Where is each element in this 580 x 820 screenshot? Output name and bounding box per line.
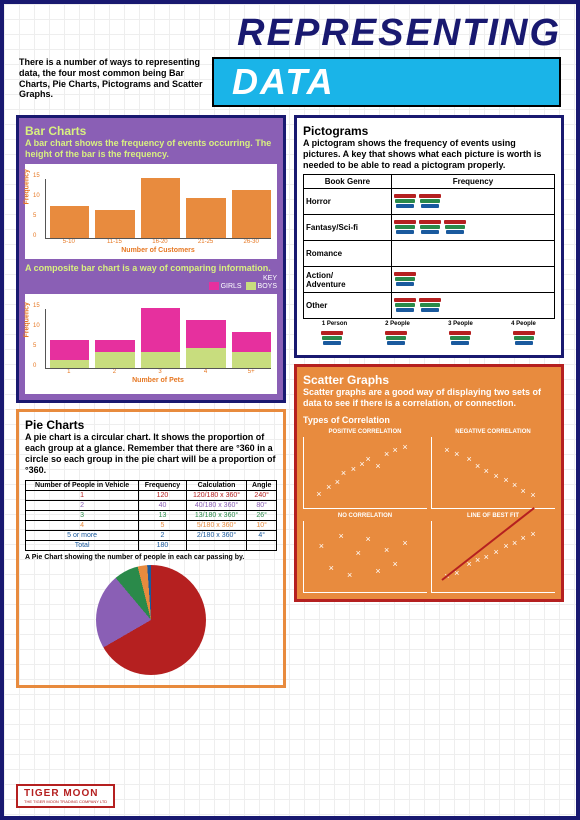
picto-col1: Book Genre <box>304 175 392 189</box>
picto-footer-labels: 1 Person2 People3 People4 People <box>303 319 555 329</box>
main-title-2: DATA <box>232 61 541 103</box>
legend-boys: BOYS <box>258 283 277 290</box>
left-col: Bar Charts A bar chart shows the frequen… <box>16 115 286 688</box>
pie-table: Number of People in VehicleFrequencyCalc… <box>25 480 277 551</box>
bar-chart-2: Frequency 051015 12345+ Number of Pets <box>25 294 277 394</box>
header-row2: There is a number of ways to representin… <box>4 57 576 115</box>
chart2-bars <box>45 309 271 369</box>
bar-charts-panel: Bar Charts A bar chart shows the frequen… <box>16 115 286 403</box>
logo-sub: THE TIGER MOON TRADING COMPANY LTD <box>24 799 107 804</box>
pie-caption: A Pie Chart showing the number of people… <box>25 554 277 561</box>
chart1-xticks: 5-1011-1516-2021-2526-30 <box>45 239 271 245</box>
scatter-grid: POSITIVE CORRELATION×××××××××××NEGATIVE … <box>303 429 555 593</box>
scatter-desc: Scatter graphs are a good way of display… <box>303 387 555 409</box>
chart2-ylabel: Frequency <box>24 302 31 337</box>
picto-col2: Frequency <box>391 175 554 189</box>
pictograms-panel: Pictograms A pictogram shows the frequen… <box>294 115 564 358</box>
picto-footer-images <box>303 329 555 349</box>
picto-tbody: HorrorFantasy/Sci-fiRomanceAction/Advent… <box>304 189 555 319</box>
pie-title: Pie Charts <box>25 418 277 432</box>
scatter-sub: Types of Correlation <box>303 415 555 425</box>
chart1-xlabel: Number of Customers <box>45 247 271 254</box>
main-title-1: REPRESENTING <box>19 12 561 55</box>
header: REPRESENTING <box>4 4 576 57</box>
bar-desc2: A composite bar chart is a way of compar… <box>25 263 277 274</box>
intro-text: There is a number of ways to representin… <box>19 57 204 107</box>
bar-chart-1: Frequency 051015 5-1011-1516-2021-2526-3… <box>25 164 277 259</box>
bar-title: Bar Charts <box>25 124 277 138</box>
logo-text: TIGER MOON <box>24 788 107 799</box>
pie-table-header: Number of People in VehicleFrequencyCalc… <box>26 480 277 490</box>
picto-title: Pictograms <box>303 124 555 138</box>
legend-swatch-boys <box>246 282 256 290</box>
right-col: Pictograms A pictogram shows the frequen… <box>294 115 564 688</box>
pie-desc: A pie chart is a circular chart. It show… <box>25 432 277 475</box>
chart2-xlabel: Number of Pets <box>45 377 271 384</box>
poster: REPRESENTING There is a number of ways t… <box>0 0 580 820</box>
picto-table: Book Genre Frequency HorrorFantasy/Sci-f… <box>303 174 555 319</box>
chart1-ylabel: Frequency <box>24 169 31 204</box>
picto-desc: A pictogram shows the frequency of event… <box>303 138 555 170</box>
title2-box: DATA <box>212 57 561 107</box>
pie-chart <box>96 565 206 675</box>
scatter-title: Scatter Graphs <box>303 373 555 387</box>
scatter-panel: Scatter Graphs Scatter graphs are a good… <box>294 364 564 602</box>
legend-girls: GIRLS <box>221 283 242 290</box>
chart2-xticks: 12345+ <box>45 369 271 375</box>
pie-charts-panel: Pie Charts A pie chart is a circular cha… <box>16 409 286 687</box>
bar-desc: A bar chart shows the frequency of event… <box>25 138 277 160</box>
legend-swatch-girls <box>209 282 219 290</box>
logo: TIGER MOON THE TIGER MOON TRADING COMPAN… <box>16 784 115 808</box>
legend-key: KEY <box>263 275 277 282</box>
main-grid: Bar Charts A bar chart shows the frequen… <box>4 115 576 696</box>
chart1-bars <box>45 179 271 239</box>
pie-table-body: 1120120/180 x 360°240°24040/180 x 360°80… <box>26 490 277 550</box>
bar-legend: KEY GIRLS BOYS <box>25 275 277 290</box>
